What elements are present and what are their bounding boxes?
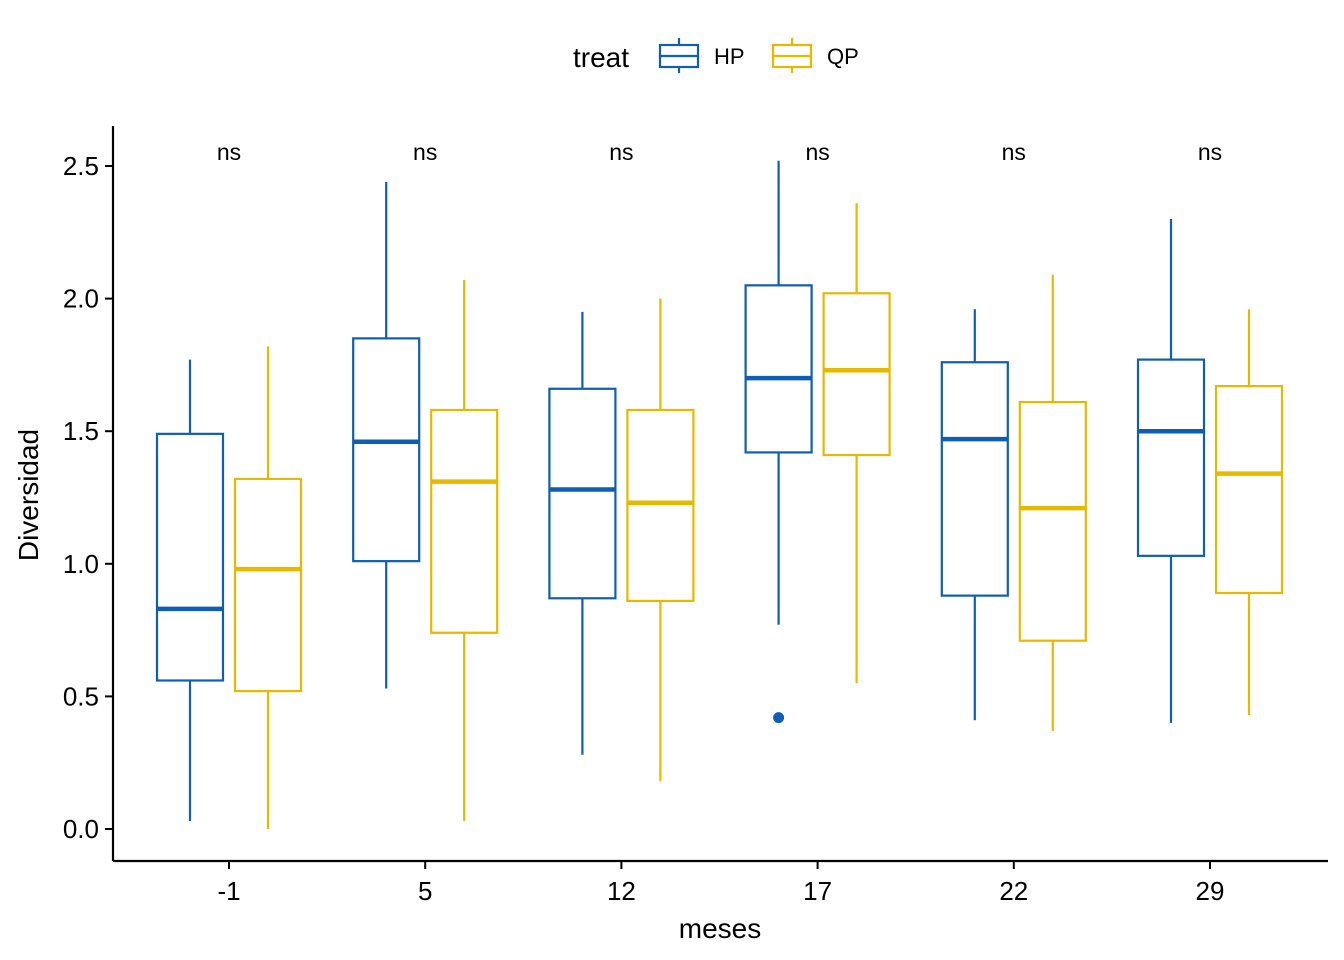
x-axis-title: meses xyxy=(679,913,761,944)
significance-label: ns xyxy=(609,139,633,165)
y-axis: 0.0 0.5 1.0 1.5 2.0 2.5 xyxy=(63,126,115,861)
iqr-box xyxy=(155,432,225,682)
box-hp xyxy=(744,160,813,724)
x-tick-label: 29 xyxy=(1196,876,1225,906)
box-qp xyxy=(430,280,499,822)
box-hp xyxy=(155,359,225,822)
x-tick-label: 22 xyxy=(999,876,1028,906)
box-hp xyxy=(548,311,617,755)
x-tick-label: -1 xyxy=(217,876,240,906)
legend-title: treat xyxy=(573,42,629,73)
box-hp xyxy=(352,181,421,689)
legend-label-qp: QP xyxy=(827,44,859,69)
outlier-point xyxy=(773,712,785,724)
iqr-box xyxy=(548,387,617,600)
significance-label: ns xyxy=(1198,139,1222,165)
legend-label-hp: HP xyxy=(714,44,745,69)
y-tick-label: 0.5 xyxy=(63,681,99,711)
iqr-box xyxy=(352,337,421,563)
iqr-box xyxy=(233,477,303,693)
significance-label: ns xyxy=(413,139,437,165)
significance-label: ns xyxy=(1002,139,1026,165)
iqr-box xyxy=(626,408,695,603)
y-tick-label: 0.0 xyxy=(63,814,99,844)
significance-labels: ns ns ns ns ns ns xyxy=(217,139,1222,165)
box-qp xyxy=(1214,309,1284,715)
box-qp xyxy=(626,298,695,782)
boxes xyxy=(155,160,1284,829)
iqr-box xyxy=(1136,358,1206,557)
x-tick-label: 12 xyxy=(607,876,636,906)
iqr-box xyxy=(430,408,499,634)
iqr-box xyxy=(1018,400,1087,642)
box-hp xyxy=(1136,219,1206,723)
x-tick-label: 5 xyxy=(418,876,432,906)
iqr-box xyxy=(744,284,813,454)
x-tick-label: 17 xyxy=(803,876,832,906)
box-hp xyxy=(940,309,1009,721)
significance-label: ns xyxy=(217,139,241,165)
y-tick-label: 2.0 xyxy=(63,284,99,314)
iqr-box xyxy=(822,292,891,457)
x-axis: -1 5 12 17 22 29 xyxy=(113,859,1328,906)
y-tick-label: 1.0 xyxy=(63,549,99,579)
legend-key-hp xyxy=(658,38,700,73)
significance-label: ns xyxy=(805,139,829,165)
y-tick-label: 2.5 xyxy=(63,151,99,181)
y-axis-title: Diversidad xyxy=(13,429,44,561)
legend: treat HP QP xyxy=(573,38,859,73)
box-qp xyxy=(1018,274,1087,731)
series-qp xyxy=(233,203,1284,829)
box-qp xyxy=(233,346,303,829)
legend-key-qp xyxy=(771,38,813,73)
iqr-box xyxy=(1214,385,1284,595)
y-tick-label: 1.5 xyxy=(63,416,99,446)
iqr-box xyxy=(940,361,1009,597)
box-qp xyxy=(822,203,891,684)
series-hp xyxy=(155,160,1206,822)
